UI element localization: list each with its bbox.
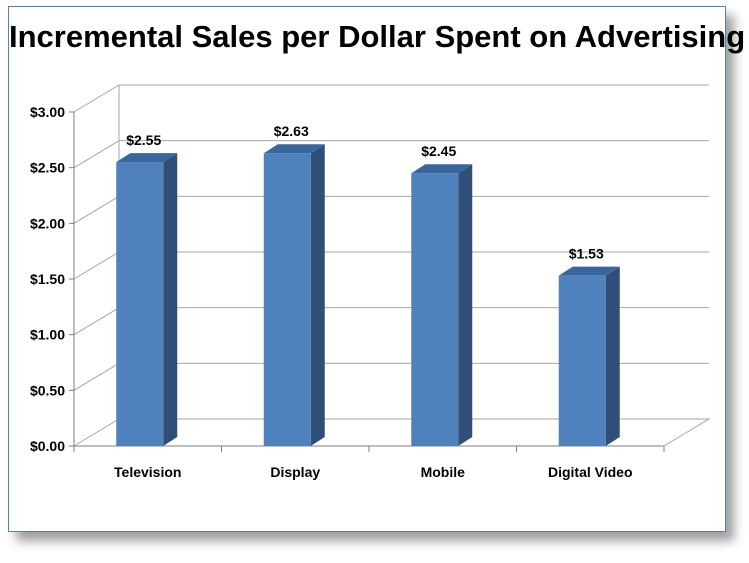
bar-top [263, 144, 325, 154]
side-gridline [73, 362, 120, 391]
side-gridline [73, 195, 120, 224]
bar-side [605, 266, 620, 446]
y-tick-label: $3.00 [30, 104, 65, 120]
side-gridline [73, 251, 120, 280]
y-tick-label: $0.00 [30, 438, 65, 454]
bar-top [116, 153, 178, 163]
bar [116, 162, 164, 446]
side-gridline [73, 307, 120, 336]
data-label: $1.53 [569, 246, 604, 262]
y-tick-label: $2.50 [30, 160, 65, 176]
chart-title: Incremental Sales per Dollar Spent on Ad… [9, 19, 746, 54]
bar-side [458, 164, 473, 446]
chart-frame: Incremental Sales per Dollar Spent on Ad… [8, 6, 746, 532]
x-tick-label: Television [114, 464, 181, 480]
bar-side [310, 144, 325, 446]
side-gridline [73, 84, 120, 113]
data-label: $2.45 [421, 143, 456, 159]
bar-top [558, 266, 620, 276]
data-label: $2.63 [274, 123, 309, 139]
y-tick-label: $2.00 [30, 215, 65, 231]
bar [263, 153, 311, 446]
bar-chart: $0.00 $0.50 $1.00 $1.50 $2.00 $2.50 $3.00 $2.55… [30, 84, 711, 480]
bar [558, 275, 606, 446]
x-tick-label: Display [270, 464, 320, 480]
y-tick-label: $0.50 [30, 382, 65, 398]
side-gridline [73, 140, 120, 169]
y-tick-label: $1.00 [30, 327, 65, 343]
bar-top [411, 164, 473, 174]
bar-side [163, 153, 178, 446]
y-tick-label: $1.50 [30, 271, 65, 287]
x-tick-label: Digital Video [548, 464, 633, 480]
data-label: $2.55 [126, 132, 161, 148]
x-tick-label: Mobile [421, 464, 466, 480]
bar [411, 173, 459, 446]
